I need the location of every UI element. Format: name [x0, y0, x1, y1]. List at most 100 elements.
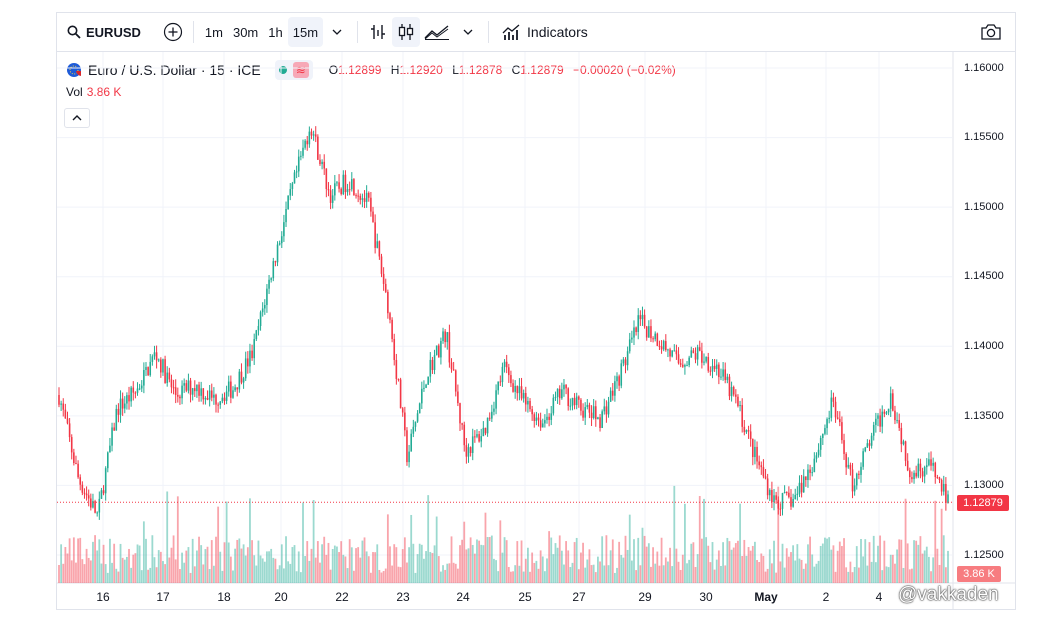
volume-bar — [96, 550, 99, 583]
x-tick-label: 20 — [274, 590, 288, 604]
volume-bar — [768, 549, 771, 583]
indicators-button[interactable]: Indicators — [495, 17, 594, 47]
candle-body — [679, 363, 682, 365]
volume-bar — [681, 554, 684, 583]
volume-legend: Vol 3.86 K — [66, 85, 121, 99]
candle-body — [626, 351, 629, 366]
interval-1h[interactable]: 1h — [268, 24, 283, 40]
candle-body — [715, 364, 718, 369]
candle-body — [785, 492, 788, 494]
volume-bar — [232, 570, 234, 583]
candle-body — [215, 394, 217, 405]
interval-15m[interactable]: 15m — [287, 17, 324, 47]
candle-body — [800, 482, 803, 493]
volume-bar — [745, 555, 748, 583]
interval-dropdown[interactable] — [323, 17, 351, 47]
volume-bar — [225, 501, 228, 583]
candle-body — [656, 333, 659, 346]
volume-bar — [212, 565, 215, 583]
candle-body — [868, 443, 871, 446]
volume-bar — [183, 562, 186, 583]
candle-body — [278, 243, 281, 245]
volume-bar — [274, 558, 277, 583]
candle-body — [410, 433, 413, 452]
candle-body — [463, 424, 466, 446]
candle-body — [251, 350, 253, 359]
volume-bar — [85, 548, 88, 583]
volume-bar — [136, 544, 139, 583]
candle-body — [567, 388, 570, 406]
volume-bar — [115, 568, 118, 583]
volume-bar — [246, 547, 249, 583]
volume-bar — [493, 558, 495, 583]
candle-body — [928, 459, 930, 466]
interval-1m[interactable]: 1m — [204, 24, 223, 40]
volume-bar — [266, 551, 268, 583]
volume-bar — [817, 560, 820, 583]
candle-body — [476, 434, 478, 437]
volume-bar — [505, 540, 508, 583]
candle-body — [323, 161, 326, 169]
collapse-legend-button[interactable] — [64, 108, 90, 128]
volume-bar — [671, 566, 674, 583]
area-style-button[interactable] — [420, 17, 454, 47]
candle-body — [726, 376, 729, 381]
volume-bar — [459, 545, 461, 583]
candle-body — [652, 338, 654, 340]
symbol-search[interactable]: EURUSD — [57, 17, 147, 47]
volume-bar — [357, 547, 360, 583]
interval-30m[interactable]: 30m — [232, 24, 259, 40]
candle-body — [206, 397, 209, 400]
candle-body — [119, 398, 122, 415]
candles-style-button[interactable] — [392, 17, 421, 47]
volume-bar — [609, 550, 612, 583]
volume-bar — [758, 561, 761, 583]
candle-body — [565, 384, 567, 389]
series-legend: Euro / U.S. Dollar · 15 · ICE ≋ O1.12899… — [66, 60, 682, 80]
open-value: 1.12899 — [338, 63, 382, 77]
divider — [192, 21, 194, 43]
eu-flag-icon — [67, 63, 81, 77]
candle-body — [529, 400, 531, 410]
candle-body — [198, 384, 200, 396]
candle-body — [698, 347, 701, 351]
volume-bar — [77, 538, 79, 583]
candle-body — [244, 358, 247, 379]
volume-bar — [295, 571, 298, 583]
candle-body — [692, 350, 695, 354]
x-tick-label: 29 — [638, 590, 652, 604]
candle-body — [94, 501, 96, 513]
volume-bar — [72, 537, 75, 583]
candle-body — [204, 397, 207, 400]
candle-body — [628, 339, 631, 352]
candle-body — [283, 222, 285, 237]
bars-style-button[interactable] — [364, 17, 392, 47]
candle-body — [391, 319, 393, 339]
candle-body — [696, 347, 699, 360]
candle-body — [465, 445, 468, 457]
candle-body — [766, 478, 769, 496]
volume-bar — [278, 565, 281, 583]
volume-bar — [925, 546, 928, 583]
candle-body — [892, 393, 894, 411]
volume-bar — [883, 540, 886, 583]
volume-bar — [705, 537, 708, 583]
volume-bar — [408, 547, 410, 583]
series-title[interactable]: Euro / U.S. Dollar · 15 · ICE — [88, 62, 261, 78]
compare-button[interactable] — [159, 17, 187, 47]
candle-body — [792, 499, 794, 507]
snapshot-button[interactable] — [977, 17, 1005, 47]
volume-bar — [770, 563, 773, 583]
candle-body — [527, 400, 529, 405]
candle-body — [240, 371, 243, 383]
volume-bar — [813, 566, 816, 583]
candle-body — [378, 241, 381, 257]
x-tick-label: 24 — [456, 590, 470, 604]
legend-status-pill[interactable]: ≋ — [274, 60, 313, 80]
chart-style-dropdown[interactable] — [454, 17, 482, 47]
volume-bar — [331, 549, 334, 583]
volume-bar — [507, 567, 510, 583]
candle-body — [242, 378, 245, 383]
volume-bar — [516, 541, 519, 583]
